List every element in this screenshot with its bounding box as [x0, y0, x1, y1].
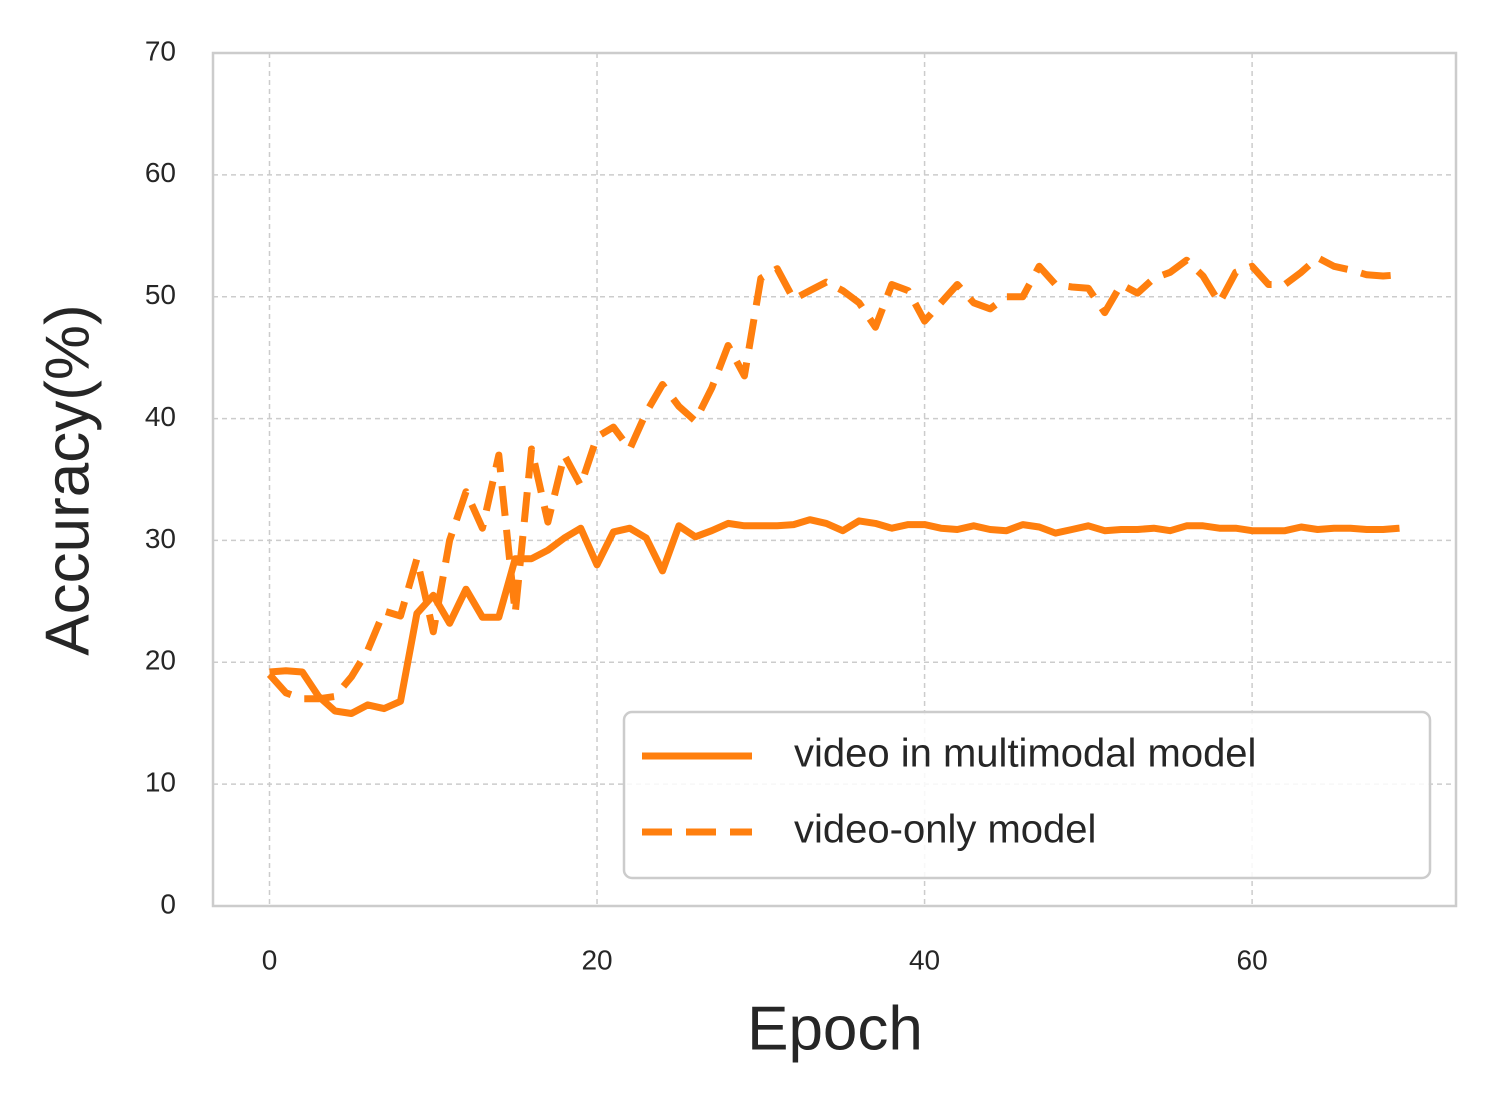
y-tick-label: 70 [145, 35, 176, 66]
y-tick-label: 50 [145, 279, 176, 310]
y-tick-label: 20 [145, 645, 176, 676]
x-tick-label: 0 [262, 944, 278, 975]
y-axis-label: Accuracy(%) [33, 304, 102, 655]
data-line [269, 516, 1400, 717]
legend-label: video in multimodal model [794, 732, 1256, 776]
legend-box [622, 710, 1432, 880]
legend-label: video-only model [794, 808, 1096, 852]
x-tick-label: 60 [1237, 944, 1268, 975]
y-tick-label: 60 [145, 157, 176, 188]
y-tick-label: 10 [145, 767, 176, 798]
x-tick-label: 40 [909, 944, 940, 975]
x-tick-label: 20 [581, 944, 612, 975]
x-axis-label: Epoch [747, 994, 923, 1063]
y-tick-label: 30 [145, 523, 176, 554]
y-tick-label: 0 [160, 888, 176, 919]
data-line [266, 254, 1400, 703]
y-tick-label: 40 [145, 401, 176, 432]
plot-frame [211, 51, 1458, 908]
